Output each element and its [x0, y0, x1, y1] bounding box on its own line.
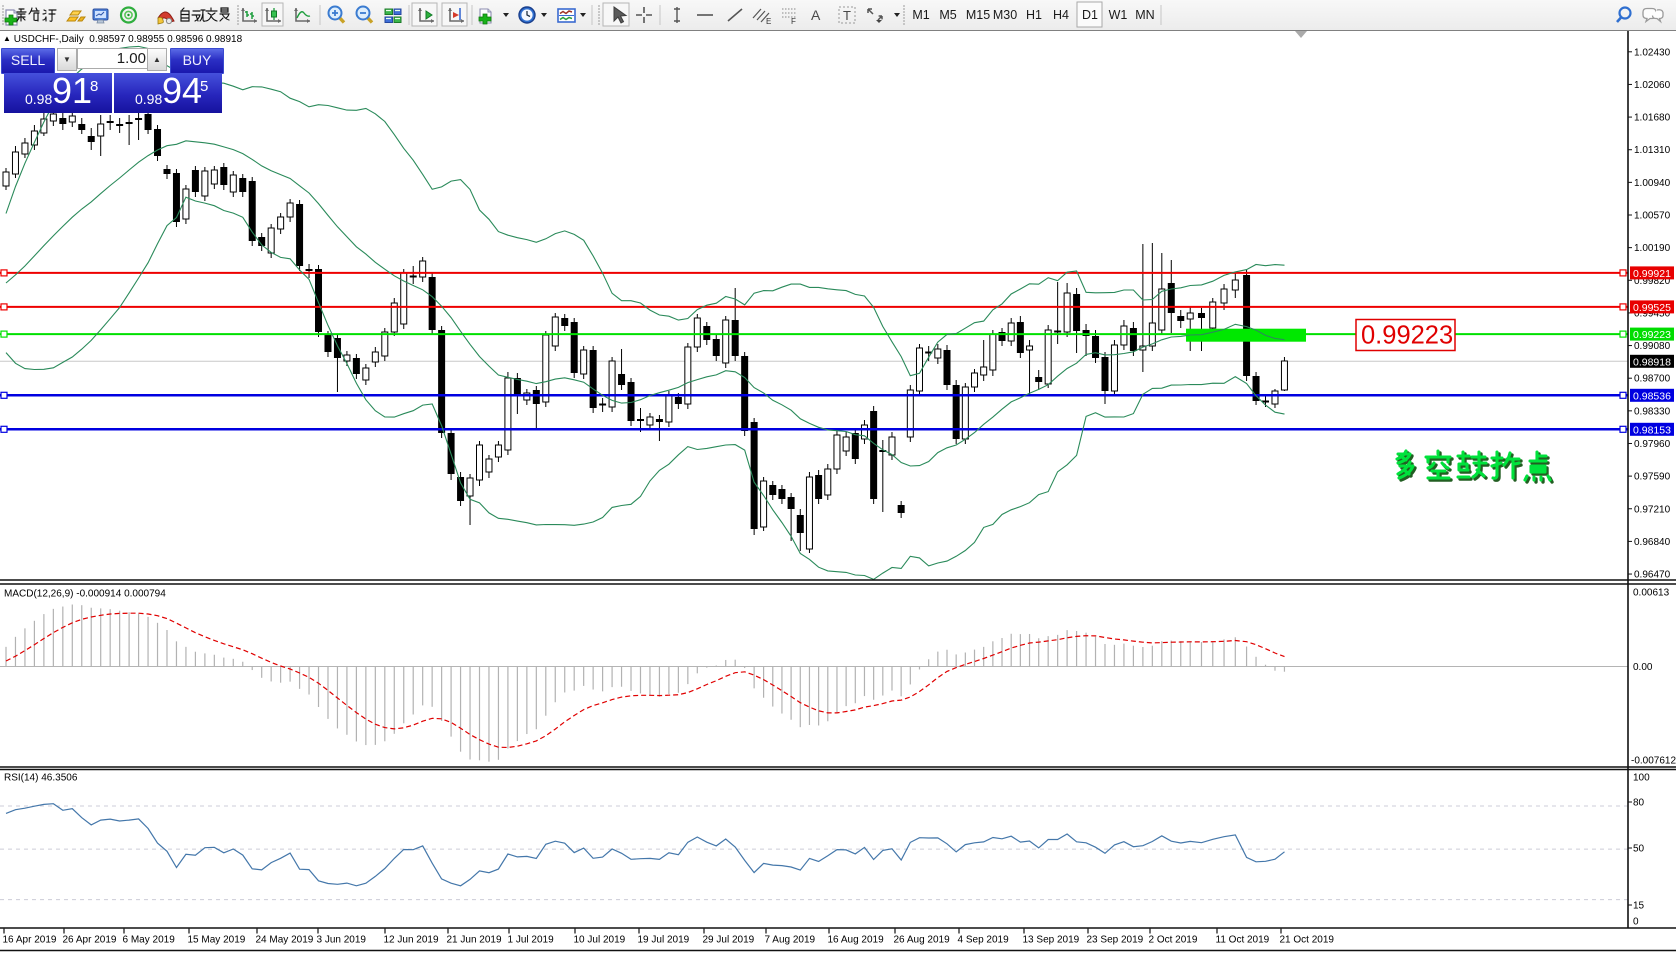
svg-text:26 Aug 2019: 26 Aug 2019: [894, 935, 951, 946]
svg-text:12 Jun 2019: 12 Jun 2019: [384, 935, 439, 946]
svg-text:7 Aug 2019: 7 Aug 2019: [765, 935, 816, 946]
svg-text:0.97590: 0.97590: [1634, 472, 1671, 483]
svg-text:M5: M5: [939, 8, 956, 22]
svg-text:M15: M15: [966, 8, 990, 22]
svg-text:0.96470: 0.96470: [1634, 570, 1671, 581]
svg-text:23 Sep 2019: 23 Sep 2019: [1087, 935, 1144, 946]
svg-text:0.99080: 0.99080: [1634, 341, 1671, 352]
svg-text:15 May 2019: 15 May 2019: [188, 935, 246, 946]
svg-text:0.96840: 0.96840: [1634, 537, 1671, 548]
svg-text:H4: H4: [1053, 8, 1069, 22]
svg-text:21 Jun 2019: 21 Jun 2019: [447, 935, 502, 946]
svg-text:0.98536: 0.98536: [1633, 390, 1671, 402]
svg-text:16 Aug 2019: 16 Aug 2019: [828, 935, 885, 946]
svg-text:1.00940: 1.00940: [1634, 178, 1671, 189]
svg-text:24 May 2019: 24 May 2019: [256, 935, 314, 946]
svg-text:1.01680: 1.01680: [1634, 113, 1671, 124]
svg-text:0.00: 0.00: [1633, 662, 1653, 673]
svg-text:W1: W1: [1109, 8, 1128, 22]
svg-text:MN: MN: [1135, 8, 1154, 22]
svg-text:0: 0: [1633, 917, 1639, 928]
svg-text:4 Sep 2019: 4 Sep 2019: [958, 935, 1010, 946]
svg-text:10 Jul 2019: 10 Jul 2019: [574, 935, 626, 946]
svg-text:F: F: [791, 17, 796, 26]
svg-text:MACD(12,26,9) -0.000914 0.0007: MACD(12,26,9) -0.000914 0.000794: [4, 589, 166, 600]
svg-text:11 Oct 2019: 11 Oct 2019: [1216, 935, 1270, 946]
svg-text:1.00570: 1.00570: [1634, 211, 1671, 222]
svg-text:0.99525: 0.99525: [1633, 302, 1671, 314]
svg-text:0.98330: 0.98330: [1634, 406, 1671, 417]
svg-text:0.99223: 0.99223: [1633, 329, 1671, 341]
svg-text:100: 100: [1633, 773, 1650, 784]
svg-text:80: 80: [1633, 798, 1645, 809]
svg-text:26 Apr 2019: 26 Apr 2019: [63, 935, 117, 946]
svg-text:1.01310: 1.01310: [1634, 145, 1671, 156]
svg-text:1.02060: 1.02060: [1634, 80, 1671, 91]
svg-text:29 Jul 2019: 29 Jul 2019: [703, 935, 755, 946]
svg-text:0.97960: 0.97960: [1634, 439, 1671, 450]
svg-text:0.97210: 0.97210: [1634, 504, 1671, 515]
svg-text:M30: M30: [993, 8, 1017, 22]
svg-text:19 Jul 2019: 19 Jul 2019: [638, 935, 690, 946]
svg-text:21 Oct 2019: 21 Oct 2019: [1280, 935, 1335, 946]
svg-text:1 Jul 2019: 1 Jul 2019: [508, 935, 555, 946]
svg-text:2 Oct 2019: 2 Oct 2019: [1149, 935, 1198, 946]
svg-text:M1: M1: [912, 8, 929, 22]
svg-text:1.00190: 1.00190: [1634, 243, 1671, 254]
svg-text:0.98918: 0.98918: [1633, 356, 1671, 368]
svg-text:-0.007612: -0.007612: [1631, 756, 1676, 767]
svg-text:0.99223: 0.99223: [1361, 322, 1453, 350]
svg-text:6 May 2019: 6 May 2019: [123, 935, 176, 946]
svg-text:0.99450: 0.99450: [1634, 308, 1671, 319]
svg-text:T: T: [843, 8, 851, 23]
svg-text:0.99820: 0.99820: [1634, 276, 1671, 287]
svg-text:15: 15: [1633, 901, 1645, 912]
svg-text:0.99921: 0.99921: [1633, 268, 1671, 280]
svg-text:A: A: [811, 7, 821, 23]
svg-text:RSI(14) 46.3506: RSI(14) 46.3506: [4, 773, 78, 784]
svg-text:0.98700: 0.98700: [1634, 374, 1671, 385]
svg-text:3 Jun 2019: 3 Jun 2019: [317, 935, 367, 946]
svg-text:E: E: [766, 17, 771, 26]
svg-text:0.98153: 0.98153: [1633, 424, 1671, 436]
svg-text:1.02430: 1.02430: [1634, 47, 1671, 58]
svg-text:50: 50: [1633, 844, 1645, 855]
svg-text:16 Apr 2019: 16 Apr 2019: [3, 935, 57, 946]
svg-text:H1: H1: [1026, 8, 1042, 22]
svg-text:13 Sep 2019: 13 Sep 2019: [1023, 935, 1080, 946]
svg-text:0.00613: 0.00613: [1633, 588, 1670, 599]
svg-text:D1: D1: [1082, 8, 1098, 22]
